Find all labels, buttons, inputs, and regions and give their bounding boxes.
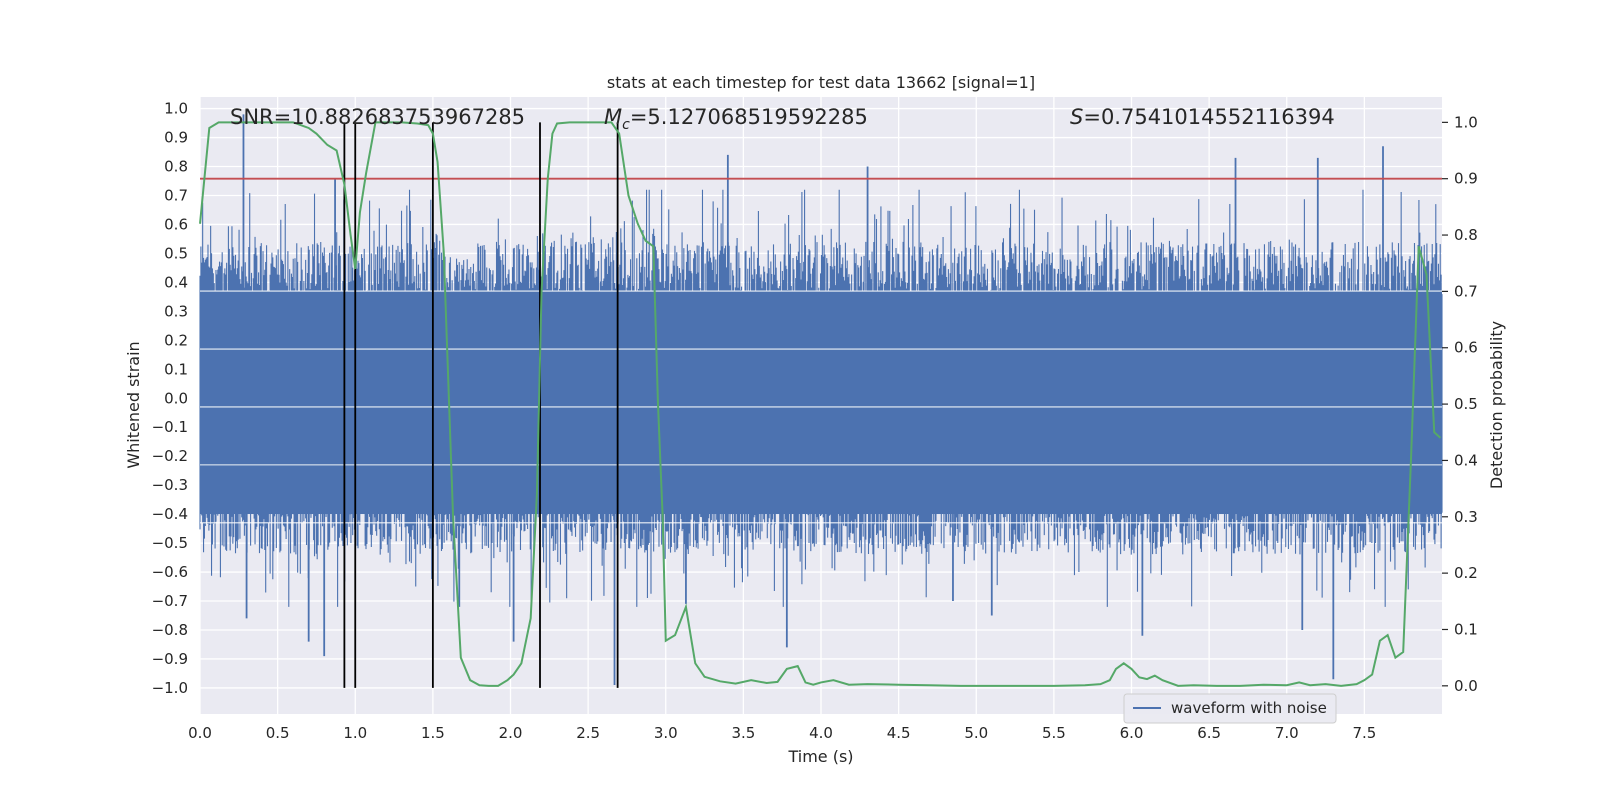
y-left-tick-label: 0.9 [164, 129, 188, 147]
y-right-tick-labels: 1.0 0.9 0.8 0.7 0.6 0.5 0.4 0.3 0.2 0.1 0.0 [1442, 113, 1478, 695]
y-right-tick-label: 0.0 [1454, 677, 1478, 695]
x-tick-label: 5.0 [964, 724, 988, 742]
y-right-tick-label: 1.0 [1454, 113, 1478, 131]
x-tick-label: 0.0 [188, 724, 212, 742]
x-tick-label: 6.5 [1197, 724, 1221, 742]
y-left-tick-label: 0.8 [164, 158, 188, 176]
x-tick-label: 7.0 [1275, 724, 1299, 742]
probability-series [199, 121, 1442, 687]
y-left-tick-label: −0.8 [152, 621, 188, 639]
y-right-tick-label: 0.8 [1454, 226, 1478, 244]
y-right-tick-label: 0.3 [1454, 508, 1478, 526]
y-left-tick-label: −0.6 [152, 563, 188, 581]
s-annotation: S=0.7541014552116394 [1070, 105, 1335, 129]
y-left-tick-label: −0.7 [152, 592, 188, 610]
x-tick-label: 4.0 [809, 724, 833, 742]
y-left-tick-label: −0.5 [152, 534, 188, 552]
waveform-series [199, 114, 1443, 686]
x-tick-labels: 0.0 0.5 1.0 1.5 2.0 2.5 3.0 3.5 4.0 4.5 5.0 5.5 6.0 6… [188, 724, 1376, 742]
y-left-tick-label: −0.9 [152, 650, 188, 668]
chart-title: stats at each timestep for test data 136… [607, 73, 1035, 92]
y-left-tick-label: 0.5 [164, 244, 188, 262]
x-tick-label: 2.5 [576, 724, 600, 742]
x-tick-label: 3.5 [731, 724, 755, 742]
event-markers [343, 122, 619, 688]
x-tick-label: 6.0 [1120, 724, 1144, 742]
s-value: =0.7541014552116394 [1083, 105, 1334, 129]
legend: waveform with noise [1123, 693, 1337, 724]
s-symbol: S [1070, 105, 1083, 129]
y-right-tick-label: 0.4 [1454, 451, 1478, 469]
mc-value: =5.127068519592285 [630, 105, 868, 129]
y-right-tick-label: 0.1 [1454, 620, 1478, 638]
x-tick-label: 5.5 [1042, 724, 1066, 742]
y-left-tick-label: 0.0 [164, 389, 188, 407]
x-tick-label: 0.5 [266, 724, 290, 742]
snr-annotation: SNR=10.882683753967285 [230, 105, 525, 129]
y-right-tick-label: 0.5 [1454, 395, 1478, 413]
x-tick-label: 1.0 [343, 724, 367, 742]
y-left-tick-label: 0.4 [164, 273, 188, 291]
legend-box [1123, 693, 1337, 724]
y-left-tick-label: 1.0 [164, 100, 188, 118]
x-tick-label: 1.5 [421, 724, 445, 742]
y-left-tick-label: −0.2 [152, 447, 188, 465]
probability-line [199, 121, 1442, 687]
mc-annotation: Mc=5.127068519592285 [604, 105, 868, 133]
mc-subscript: c [622, 117, 630, 133]
y-left-tick-label: 0.7 [164, 186, 188, 204]
mc-symbol: M [604, 105, 622, 129]
y-left-tick-label: 0.3 [164, 302, 188, 320]
y-left-axis-label: Whitened strain [124, 341, 143, 468]
x-tick-label: 4.5 [887, 724, 911, 742]
y-left-tick-label: −1.0 [152, 679, 188, 697]
y-left-tick-label: −0.4 [152, 505, 188, 523]
x-tick-label: 7.5 [1352, 724, 1376, 742]
y-left-tick-labels: 1.0 0.9 0.8 0.7 0.6 0.5 0.4 0.3 0.2 0.1 0.0 −0.1 −0.… [152, 100, 188, 697]
legend-label: waveform with noise [1171, 699, 1327, 717]
y-right-tick-label: 0.6 [1454, 339, 1478, 357]
y-right-tick-label: 0.7 [1454, 282, 1478, 300]
y-left-tick-label: 0.6 [164, 215, 188, 233]
y-left-tick-label: −0.1 [152, 418, 188, 436]
x-axis-label: Time (s) [787, 747, 853, 766]
x-tick-label: 2.0 [499, 724, 523, 742]
waveform-core [200, 291, 1442, 515]
y-right-tick-label: 0.9 [1454, 170, 1478, 188]
y-left-tick-label: 0.2 [164, 331, 188, 349]
y-right-tick-label: 0.2 [1454, 564, 1478, 582]
y-left-tick-label: 0.1 [164, 360, 188, 378]
x-tick-label: 3.0 [654, 724, 678, 742]
y-right-axis-label: Detection probability [1487, 321, 1506, 489]
y-left-tick-label: −0.3 [152, 476, 188, 494]
